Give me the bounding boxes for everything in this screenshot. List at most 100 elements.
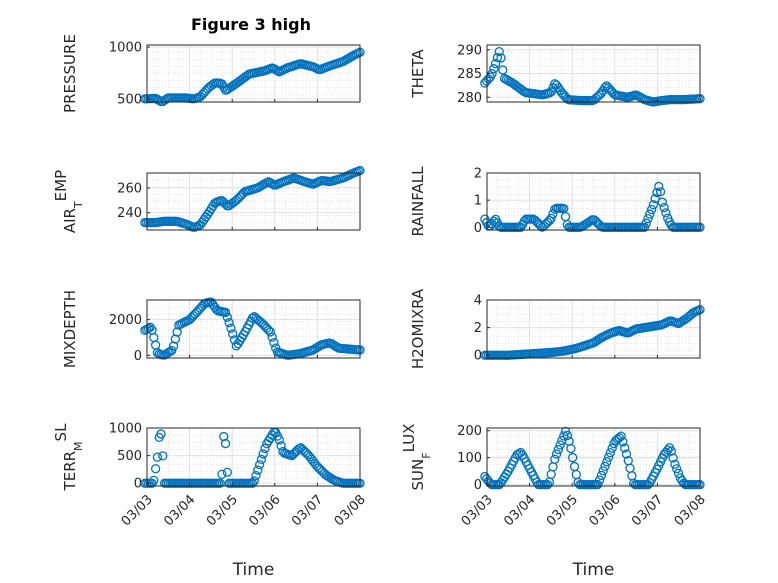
data-point (220, 307, 231, 318)
data-point (616, 431, 626, 441)
axes-box (486, 427, 701, 487)
y-tick-label: 0 (474, 221, 482, 236)
axes-box (146, 44, 361, 103)
y-tick-label: 285 (457, 67, 482, 82)
data-point (222, 467, 232, 477)
x-axis-label: Time (572, 560, 615, 580)
plot-area (487, 300, 700, 358)
x-tick-label: 03/08 (332, 492, 369, 529)
x-tick-label: 03/04 (161, 492, 198, 529)
data-point (546, 213, 556, 224)
data-point (605, 448, 616, 458)
data-point (492, 53, 503, 63)
y-axis-label: AIRTEMP (52, 170, 85, 233)
x-tick-label: 03/05 (544, 492, 581, 529)
data-point (596, 470, 607, 481)
y-tick-label: 200 (457, 424, 482, 439)
axes-box (486, 172, 701, 231)
data-point (553, 444, 564, 455)
data-point (490, 58, 501, 69)
data-point (172, 327, 182, 337)
data-point (568, 452, 578, 463)
x-tick-label: 03/06 (247, 492, 284, 529)
data-point (145, 322, 155, 332)
y-tick-label: 280 (457, 91, 482, 106)
data-point (666, 446, 676, 456)
data-point (247, 478, 258, 488)
data-point (655, 187, 666, 197)
data-point (654, 181, 664, 192)
data-point (154, 95, 164, 106)
data-point (650, 193, 660, 204)
x-axis-label: Time (232, 560, 275, 580)
data-point (657, 197, 667, 207)
data-point (150, 464, 161, 474)
data-point (219, 431, 229, 442)
data-point (661, 208, 671, 218)
data-point (215, 478, 225, 488)
data-point (594, 475, 605, 485)
data-point (249, 476, 259, 486)
data-point (593, 479, 603, 490)
subplot-mixdepth: 0 2000 MIXDEPTH (61, 290, 365, 368)
axes-box (146, 172, 361, 231)
axes-box (146, 427, 361, 487)
data-point (643, 213, 653, 224)
data-point (603, 452, 614, 462)
x-tick-label: 03/07 (629, 492, 666, 529)
y-tick-label: 4 (474, 294, 482, 309)
data-point (498, 65, 508, 75)
data-point (158, 451, 168, 461)
data-point (607, 443, 617, 453)
x-tick-label: 03/07 (289, 492, 326, 529)
data-point (228, 329, 238, 339)
data-point (217, 469, 227, 479)
data-point (260, 443, 270, 454)
data-point (170, 334, 181, 344)
data-point (258, 449, 268, 459)
axes-box (486, 299, 701, 359)
data-point (645, 209, 655, 219)
data-point (555, 440, 565, 450)
x-tick-label: 03/03 (459, 492, 496, 529)
data-point (648, 200, 659, 210)
y-tick-label: 0 (474, 478, 482, 493)
y-tick-label: 0 (134, 349, 142, 364)
data-point (263, 325, 274, 335)
data-point (256, 454, 267, 464)
y-tick-label: 500 (117, 449, 142, 464)
subplot-sun: 0 100 200 SUNFLUX 03/03 03/04 03/05 03/06 03/07 0… (400, 424, 709, 580)
data-point (652, 187, 662, 198)
subplot-h2omixra: 0 2 4 H2OMIXRA (409, 288, 705, 369)
y-tick-label: 1 (474, 194, 482, 209)
y-tick-label: 2 (474, 167, 482, 182)
data-point (560, 426, 571, 437)
y-tick-label: 260 (117, 181, 142, 196)
data-point (600, 461, 610, 472)
y-axis-label: TERRMSL (52, 423, 85, 492)
y-axis-label: H2OMIXRA (409, 288, 427, 369)
y-axis-label: PRESSURE (61, 34, 79, 113)
data-point (550, 454, 560, 464)
data-point (566, 443, 576, 454)
subplot-pressure: 500 1000 PRESSURE (61, 34, 365, 113)
data-point (224, 318, 234, 328)
x-tick-label: 03/04 (501, 492, 538, 529)
data-point (618, 437, 628, 447)
data-point (267, 332, 277, 342)
y-tick-label: 290 (457, 43, 482, 58)
x-tick-label: 03/08 (672, 492, 709, 529)
data-point (156, 429, 166, 439)
subplot-rainfall: 0 1 2 RAINFALL (409, 166, 705, 236)
data-point (620, 443, 630, 453)
data-point (494, 47, 504, 57)
data-point (167, 345, 177, 356)
data-point (152, 452, 163, 462)
data-point (254, 460, 265, 470)
data-point (672, 464, 682, 474)
data-point (542, 479, 553, 490)
data-point (673, 468, 684, 478)
y-tick-label: 1000 (109, 41, 142, 56)
data-point (496, 53, 506, 63)
